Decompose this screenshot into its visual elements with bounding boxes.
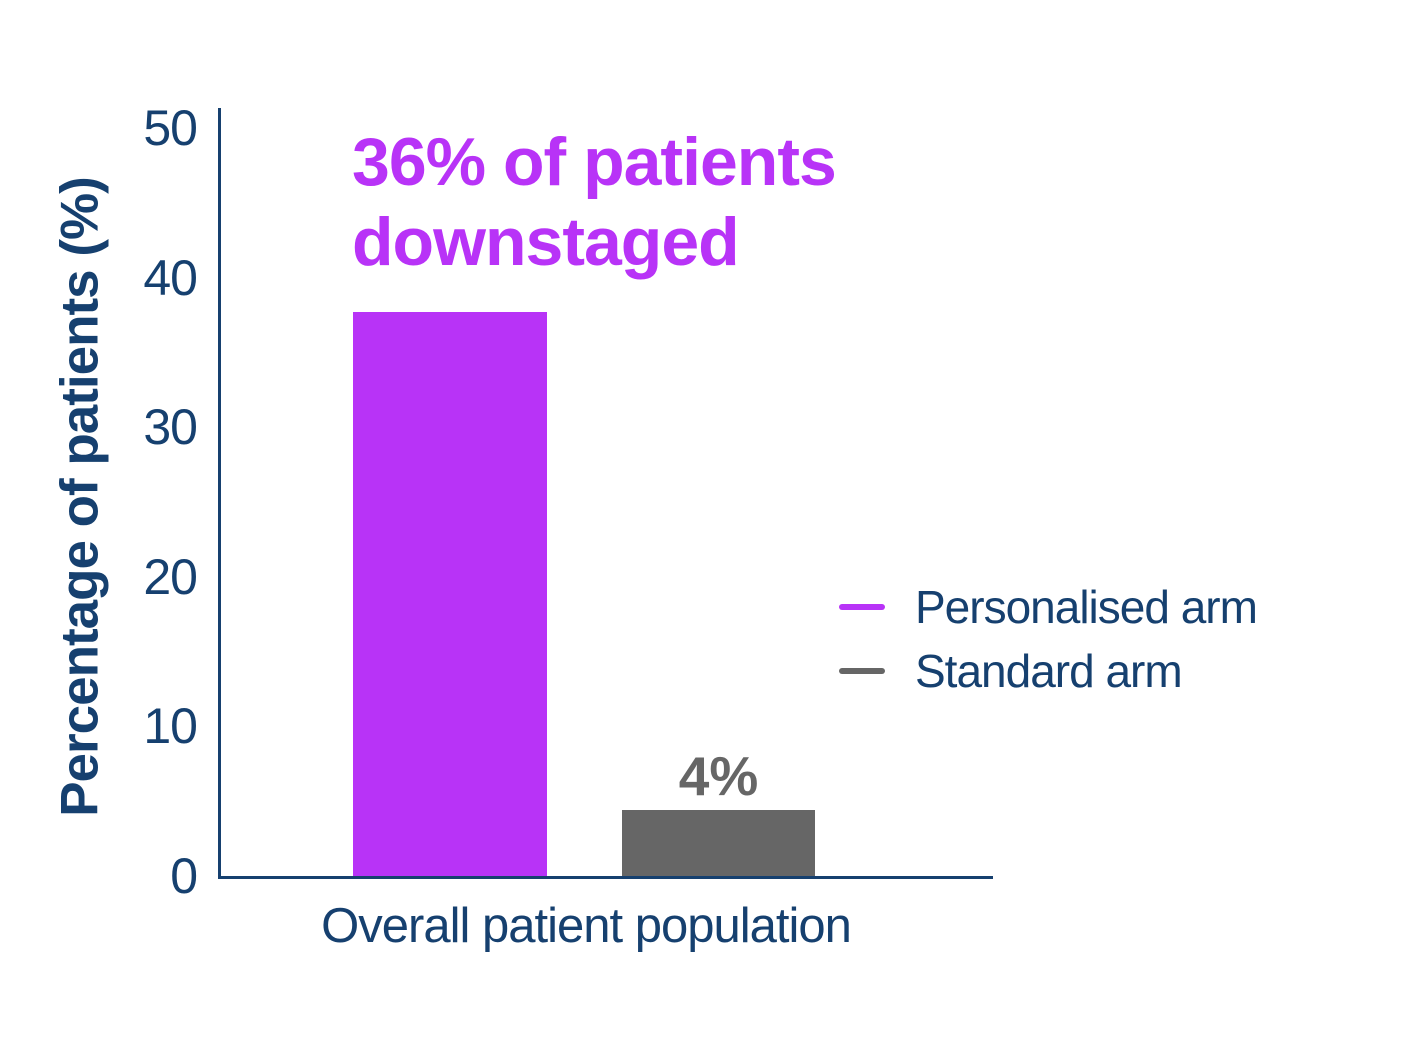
standard-arm-swatch-icon [839,668,885,674]
y-tick-label: 30 [143,399,198,455]
chart-title-line2: downstaged [352,204,740,280]
bar-personalised-arm [353,312,547,876]
chart-title-line1: 36% of patients [352,124,837,200]
legend: Personalised arm Standard arm [839,581,1258,709]
standard-arm-value-label: 4% [678,745,759,807]
personalised-arm-swatch-icon [839,604,885,610]
legend-label-standard: Standard arm [915,645,1183,697]
y-tick-label: 10 [143,698,198,754]
y-axis-line [218,108,221,878]
y-tick-label: 50 [143,100,198,156]
y-tick-label: 40 [143,250,198,306]
y-tick-label: 20 [143,549,198,605]
legend-item-personalised: Personalised arm [839,581,1258,633]
y-tick-label: 0 [170,848,198,904]
legend-label-personalised: Personalised arm [915,581,1258,633]
bar-standard-arm [622,810,815,876]
chart-title: 36% of patients downstaged [352,122,837,282]
legend-item-standard: Standard arm [839,645,1257,697]
x-axis-category-label: Overall patient population [321,899,852,953]
x-axis-line [218,876,993,879]
